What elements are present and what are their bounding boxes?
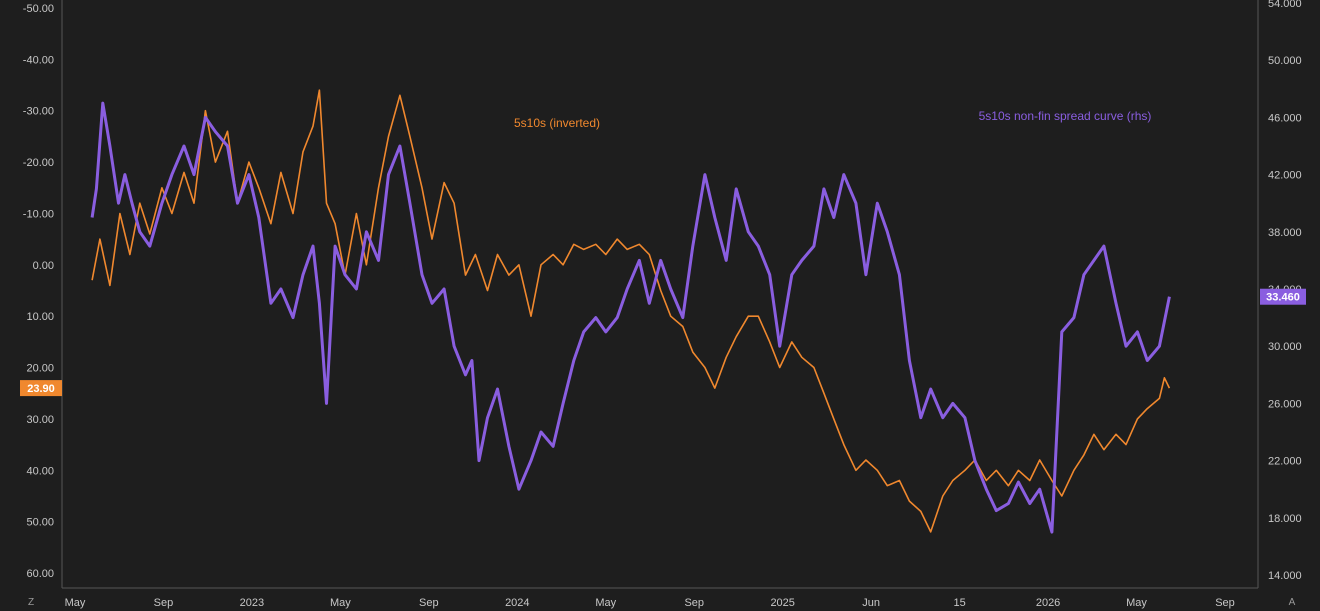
last-value-label-left: 23.90 (27, 383, 55, 395)
x-axis-ticks: May Sep 2023 May Sep 2024 May Sep 2025 Jun 15 2026 M… (65, 597, 1235, 609)
left-tick-label: -40.00 (23, 54, 54, 66)
left-tick-label: -30.00 (23, 106, 54, 118)
left-tick-label: 20.00 (26, 363, 54, 375)
left-axis-ticks: -50.00 -40.00 -30.00 -20.00 -10.00 0.00 10.00 2… (23, 3, 54, 580)
x-tick-label: May (1126, 597, 1147, 609)
series-line-purple (90, 101, 1171, 534)
right-tick-label: 30.000 (1268, 341, 1302, 353)
left-tick-label: 30.00 (26, 414, 54, 426)
right-tick-label: 18.000 (1268, 513, 1302, 525)
left-tick-label: 40.00 (26, 465, 54, 477)
x-tick-label: Sep (1215, 597, 1235, 609)
x-tick-label: May (65, 597, 86, 609)
x-tick-label: May (595, 597, 616, 609)
x-tick-label: 2024 (505, 597, 529, 609)
x-tick-label: Sep (684, 597, 704, 609)
legend-series-orange: 5s10s (inverted) (514, 116, 600, 130)
x-tick-label: 2025 (770, 597, 794, 609)
left-tick-label: 50.00 (26, 517, 54, 529)
x-tick-label: 2023 (240, 597, 264, 609)
right-tick-label: 14.000 (1268, 570, 1302, 582)
right-tick-label: 22.000 (1268, 456, 1302, 468)
legend-series-purple: 5s10s non-fin spread curve (rhs) (979, 109, 1152, 123)
left-tick-label: 0.00 (33, 260, 54, 272)
x-tick-label: Jun (862, 597, 880, 609)
corner-label-right[interactable]: A (1289, 597, 1296, 608)
left-tick-label: -20.00 (23, 157, 54, 169)
last-value-tags: 23.90 33.460 (20, 288, 1306, 397)
right-tick-label: 42.000 (1268, 170, 1302, 182)
x-tick-label: May (330, 597, 351, 609)
right-tick-label: 46.000 (1268, 112, 1302, 124)
left-tick-label: -10.00 (23, 208, 54, 220)
corner-label-left[interactable]: Z (28, 597, 34, 608)
x-tick-label: 15 (953, 597, 965, 609)
right-tick-label: 38.000 (1268, 227, 1302, 239)
last-value-tag-right (1260, 288, 1306, 305)
left-tick-label: 10.00 (26, 311, 54, 323)
series-line-orange (91, 89, 1171, 533)
series-layer (90, 89, 1171, 534)
left-tick-label: 60.00 (26, 568, 54, 580)
left-tick-label: -50.00 (23, 3, 54, 15)
last-value-label-right: 33.460 (1266, 292, 1300, 304)
x-tick-label: Sep (419, 597, 439, 609)
x-tick-label: 2026 (1036, 597, 1060, 609)
right-tick-label: 50.000 (1268, 55, 1302, 67)
right-tick-label: 54.000 (1268, 0, 1302, 10)
right-tick-label: 26.000 (1268, 398, 1302, 410)
last-value-tag-left (20, 380, 62, 397)
x-tick-label: Sep (154, 597, 174, 609)
